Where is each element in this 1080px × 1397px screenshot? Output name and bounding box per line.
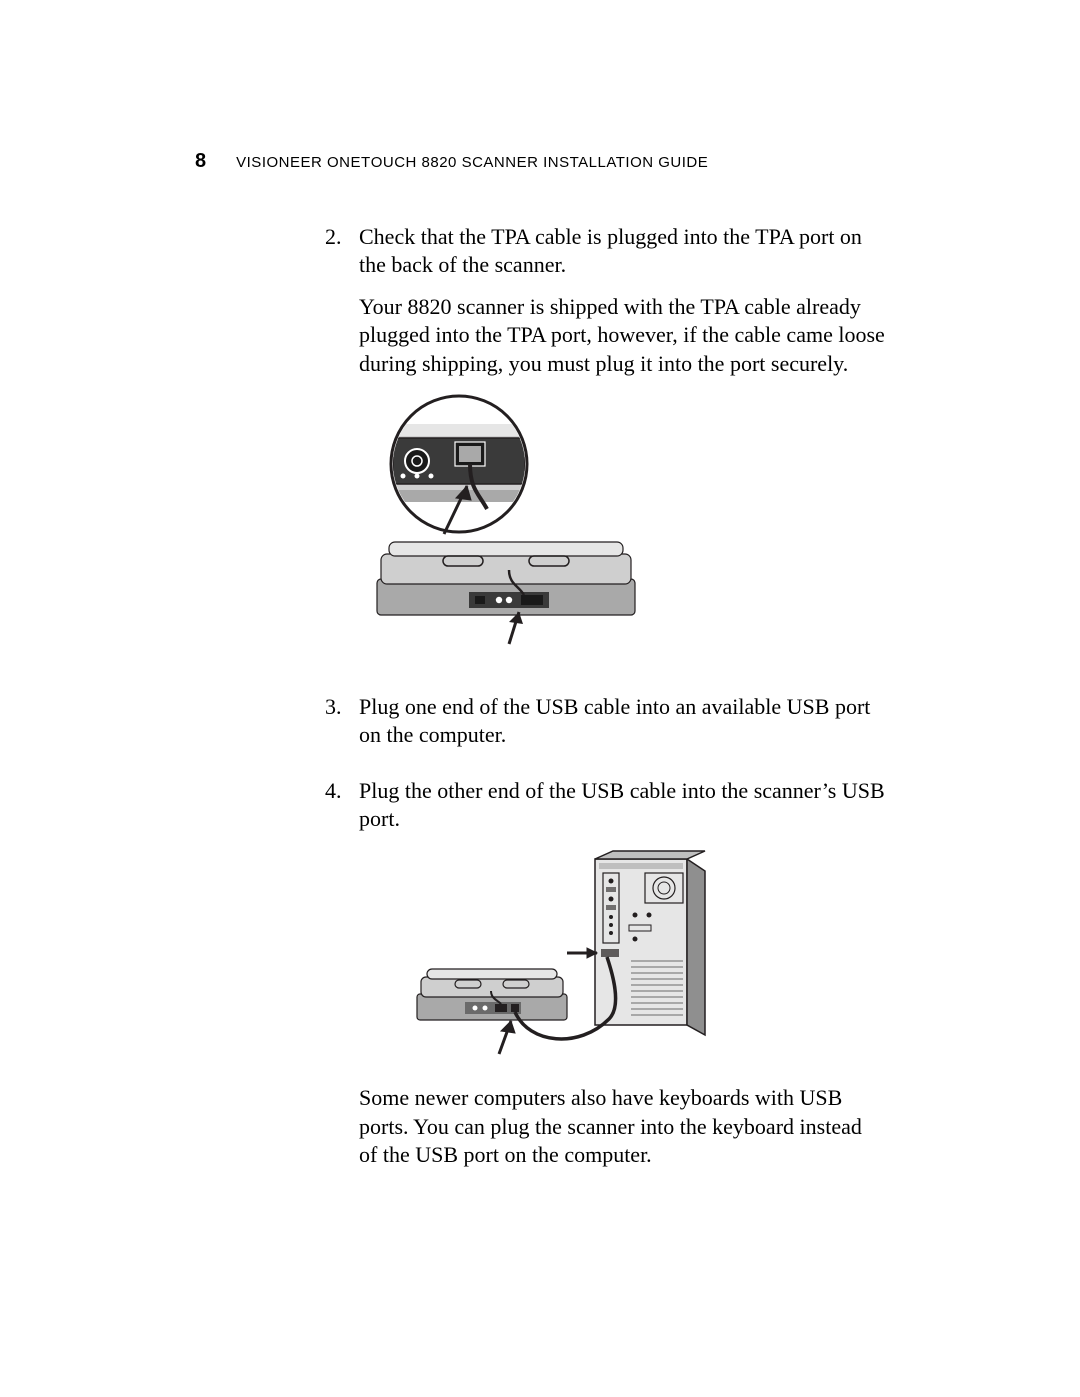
step-2: 2. Check that the TPA cable is plugged i… [325, 223, 885, 679]
step-number: 4. [325, 777, 359, 1183]
step-number: 2. [325, 223, 359, 679]
step-body: Check that the TPA cable is plugged into… [359, 223, 885, 679]
step-4-paragraph-1: Plug the other end of the USB cable into… [359, 777, 885, 833]
page-header: 8 VISIONEER ONETOUCH 8820 SCANNER INSTAL… [195, 150, 885, 173]
scanner-usb-computer-diagram-icon [399, 849, 729, 1064]
step-body: Plug one end of the USB cable into an av… [359, 693, 885, 763]
page: 8 VISIONEER ONETOUCH 8820 SCANNER INSTAL… [0, 0, 1080, 1397]
step-body: Plug the other end of the USB cable into… [359, 777, 885, 1183]
figure-usb-connection [399, 849, 885, 1064]
figure-tpa-port [359, 394, 885, 659]
page-number: 8 [195, 150, 206, 173]
step-2-paragraph-1: Check that the TPA cable is plugged into… [359, 223, 885, 279]
step-2-paragraph-2: Your 8820 scanner is shipped with the TP… [359, 293, 885, 377]
scanner-tpa-diagram-icon [359, 394, 652, 659]
running-title: VISIONEER ONETOUCH 8820 SCANNER INSTALLA… [236, 154, 708, 171]
content-area: 2. Check that the TPA cable is plugged i… [325, 223, 885, 1183]
step-number: 3. [325, 693, 359, 763]
step-4-paragraph-2: Some newer computers also have keyboards… [359, 1084, 885, 1168]
step-3: 3. Plug one end of the USB cable into an… [325, 693, 885, 763]
step-4: 4. Plug the other end of the USB cable i… [325, 777, 885, 1183]
step-3-paragraph-1: Plug one end of the USB cable into an av… [359, 693, 885, 749]
